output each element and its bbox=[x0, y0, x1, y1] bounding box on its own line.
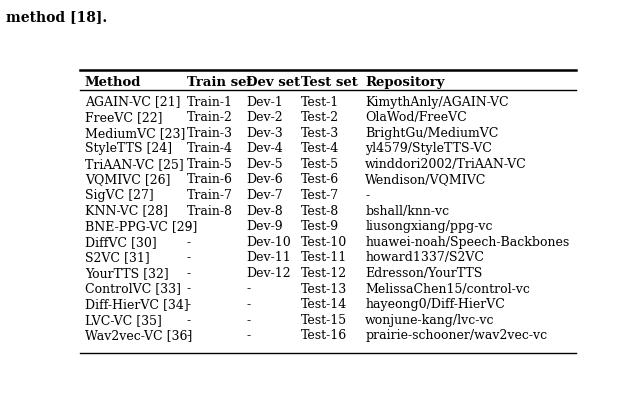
Text: Dev-5: Dev-5 bbox=[246, 158, 283, 171]
Text: Dev-11: Dev-11 bbox=[246, 252, 291, 264]
Text: VQMIVC [26]: VQMIVC [26] bbox=[85, 173, 170, 186]
Text: hayeong0/Diff-HierVC: hayeong0/Diff-HierVC bbox=[365, 298, 505, 311]
Text: Test-5: Test-5 bbox=[301, 158, 339, 171]
Text: TriAAN-VC [25]: TriAAN-VC [25] bbox=[85, 158, 184, 171]
Text: Train-7: Train-7 bbox=[187, 189, 232, 202]
Text: Test-11: Test-11 bbox=[301, 252, 347, 264]
Text: KNN-VC [28]: KNN-VC [28] bbox=[85, 204, 168, 218]
Text: OlaWod/FreeVC: OlaWod/FreeVC bbox=[365, 111, 467, 124]
Text: Dev-4: Dev-4 bbox=[246, 142, 283, 155]
Text: Test-9: Test-9 bbox=[301, 220, 339, 233]
Text: LVC-VC [35]: LVC-VC [35] bbox=[85, 314, 162, 327]
Text: Test-14: Test-14 bbox=[301, 298, 347, 311]
Text: Train set: Train set bbox=[187, 76, 252, 90]
Text: AGAIN-VC [21]: AGAIN-VC [21] bbox=[85, 95, 180, 109]
Text: Test-15: Test-15 bbox=[301, 314, 347, 327]
Text: liusongxiang/ppg-vc: liusongxiang/ppg-vc bbox=[365, 220, 493, 233]
Text: Wendison/VQMIVC: Wendison/VQMIVC bbox=[365, 173, 486, 186]
Text: yl4579/StyleTTS-VC: yl4579/StyleTTS-VC bbox=[365, 142, 492, 155]
Text: -: - bbox=[365, 189, 369, 202]
Text: KimythAnly/AGAIN-VC: KimythAnly/AGAIN-VC bbox=[365, 95, 509, 109]
Text: Train-8: Train-8 bbox=[187, 204, 233, 218]
Text: -: - bbox=[187, 329, 191, 342]
Text: Test-2: Test-2 bbox=[301, 111, 339, 124]
Text: YourTTS [32]: YourTTS [32] bbox=[85, 267, 169, 280]
Text: method [18].: method [18]. bbox=[6, 10, 108, 24]
Text: Dev-10: Dev-10 bbox=[246, 236, 291, 249]
Text: Repository: Repository bbox=[365, 76, 445, 90]
Text: Test-10: Test-10 bbox=[301, 236, 347, 249]
Text: BNE-PPG-VC [29]: BNE-PPG-VC [29] bbox=[85, 220, 197, 233]
Text: -: - bbox=[246, 329, 250, 342]
Text: wonjune-kang/lvc-vc: wonjune-kang/lvc-vc bbox=[365, 314, 495, 327]
Text: howard1337/S2VC: howard1337/S2VC bbox=[365, 252, 484, 264]
Text: -: - bbox=[187, 220, 191, 233]
Text: Train-5: Train-5 bbox=[187, 158, 232, 171]
Text: -: - bbox=[246, 282, 250, 296]
Text: -: - bbox=[187, 267, 191, 280]
Text: -: - bbox=[246, 298, 250, 311]
Text: winddori2002/TriAAN-VC: winddori2002/TriAAN-VC bbox=[365, 158, 527, 171]
Text: MediumVC [23]: MediumVC [23] bbox=[85, 127, 186, 140]
Text: Method: Method bbox=[85, 76, 141, 90]
Text: Dev-9: Dev-9 bbox=[246, 220, 283, 233]
Text: Dev-6: Dev-6 bbox=[246, 173, 283, 186]
Text: Test-8: Test-8 bbox=[301, 204, 339, 218]
Text: -: - bbox=[187, 314, 191, 327]
Text: Test-12: Test-12 bbox=[301, 267, 347, 280]
Text: Train-4: Train-4 bbox=[187, 142, 233, 155]
Text: huawei-noah/Speech-Backbones: huawei-noah/Speech-Backbones bbox=[365, 236, 570, 249]
Text: Dev-2: Dev-2 bbox=[246, 111, 283, 124]
Text: -: - bbox=[187, 252, 191, 264]
Text: Dev-3: Dev-3 bbox=[246, 127, 283, 140]
Text: MelissaChen15/control-vc: MelissaChen15/control-vc bbox=[365, 282, 530, 296]
Text: bshall/knn-vc: bshall/knn-vc bbox=[365, 204, 449, 218]
Text: Test-4: Test-4 bbox=[301, 142, 339, 155]
Text: Edresson/YourTTS: Edresson/YourTTS bbox=[365, 267, 483, 280]
Text: Diff-HierVC [34]: Diff-HierVC [34] bbox=[85, 298, 189, 311]
Text: Test-1: Test-1 bbox=[301, 95, 339, 109]
Text: -: - bbox=[187, 282, 191, 296]
Text: Test-16: Test-16 bbox=[301, 329, 347, 342]
Text: Train-3: Train-3 bbox=[187, 127, 233, 140]
Text: S2VC [31]: S2VC [31] bbox=[85, 252, 150, 264]
Text: Test-3: Test-3 bbox=[301, 127, 339, 140]
Text: SigVC [27]: SigVC [27] bbox=[85, 189, 154, 202]
Text: -: - bbox=[187, 298, 191, 311]
Text: Dev-7: Dev-7 bbox=[246, 189, 283, 202]
Text: FreeVC [22]: FreeVC [22] bbox=[85, 111, 163, 124]
Text: ControlVC [33]: ControlVC [33] bbox=[85, 282, 181, 296]
Text: Test set: Test set bbox=[301, 76, 358, 90]
Text: Dev-8: Dev-8 bbox=[246, 204, 283, 218]
Text: Wav2vec-VC [36]: Wav2vec-VC [36] bbox=[85, 329, 193, 342]
Text: StyleTTS [24]: StyleTTS [24] bbox=[85, 142, 172, 155]
Text: Dev-12: Dev-12 bbox=[246, 267, 291, 280]
Text: -: - bbox=[187, 236, 191, 249]
Text: -: - bbox=[246, 314, 250, 327]
Text: DiffVC [30]: DiffVC [30] bbox=[85, 236, 157, 249]
Text: prairie-schooner/wav2vec-vc: prairie-schooner/wav2vec-vc bbox=[365, 329, 547, 342]
Text: Train-6: Train-6 bbox=[187, 173, 233, 186]
Text: BrightGu/MediumVC: BrightGu/MediumVC bbox=[365, 127, 499, 140]
Text: Dev set: Dev set bbox=[246, 76, 300, 90]
Text: Test-7: Test-7 bbox=[301, 189, 339, 202]
Text: Test-6: Test-6 bbox=[301, 173, 339, 186]
Text: Train-1: Train-1 bbox=[187, 95, 233, 109]
Text: Test-13: Test-13 bbox=[301, 282, 347, 296]
Text: Dev-1: Dev-1 bbox=[246, 95, 283, 109]
Text: Train-2: Train-2 bbox=[187, 111, 232, 124]
